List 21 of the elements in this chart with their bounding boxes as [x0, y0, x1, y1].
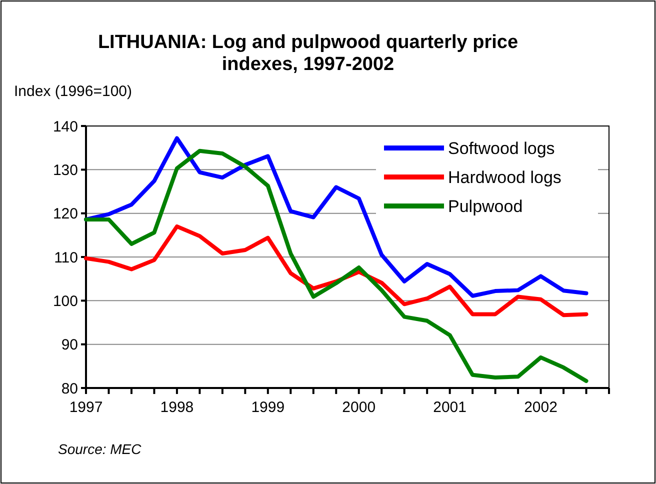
y-tick-label: 130	[52, 162, 78, 179]
chart-title: LITHUANIA: Log and pulpwood quarterly price indexes, 1997-2002	[98, 32, 518, 75]
y-tick-label: 100	[52, 292, 78, 310]
x-tick-label: 1999	[251, 399, 285, 416]
x-tick-label: 1998	[160, 399, 194, 416]
y-tick-label: 140	[52, 118, 78, 136]
x-tick-label: 2001	[433, 399, 467, 416]
y-tick-label: 120	[52, 206, 78, 223]
y-tick-label: 110	[54, 249, 78, 266]
y-axis-title: Index (1996=100)	[14, 83, 132, 100]
x-tick-label: 2002	[524, 399, 558, 416]
y-tick-label: 80	[61, 380, 78, 398]
legend-label: Softwood logs	[448, 138, 555, 158]
legend-label: Pulpwood	[448, 196, 523, 216]
legend-label: Hardwood logs	[448, 168, 562, 187]
line-series	[84, 224, 588, 318]
x-tick-label: 2000	[342, 399, 376, 416]
line-series	[84, 136, 588, 298]
x-tick-label: 1997	[69, 399, 103, 416]
source-note: Source: MEC	[58, 441, 142, 457]
y-tick-label: 90	[61, 336, 78, 354]
